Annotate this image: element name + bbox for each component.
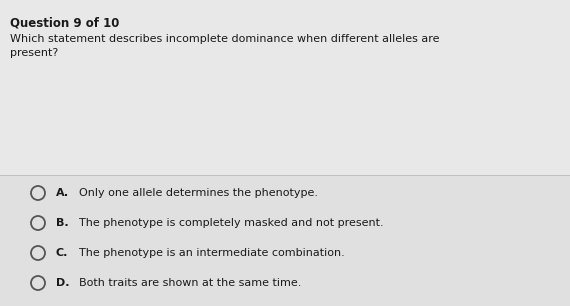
FancyBboxPatch shape bbox=[0, 175, 570, 306]
Text: The phenotype is completely masked and not present.: The phenotype is completely masked and n… bbox=[72, 218, 384, 228]
Text: D.: D. bbox=[56, 278, 70, 288]
Text: The phenotype is an intermediate combination.: The phenotype is an intermediate combina… bbox=[72, 248, 345, 258]
Text: B.: B. bbox=[56, 218, 68, 228]
Text: Only one allele determines the phenotype.: Only one allele determines the phenotype… bbox=[72, 188, 318, 198]
Text: Which statement describes incomplete dominance when different alleles are: Which statement describes incomplete dom… bbox=[10, 34, 439, 44]
Text: C.: C. bbox=[56, 248, 68, 258]
Text: A.: A. bbox=[56, 188, 69, 198]
Text: present?: present? bbox=[10, 48, 58, 58]
Text: Both traits are shown at the same time.: Both traits are shown at the same time. bbox=[72, 278, 302, 288]
Text: Question 9 of 10: Question 9 of 10 bbox=[10, 17, 119, 30]
